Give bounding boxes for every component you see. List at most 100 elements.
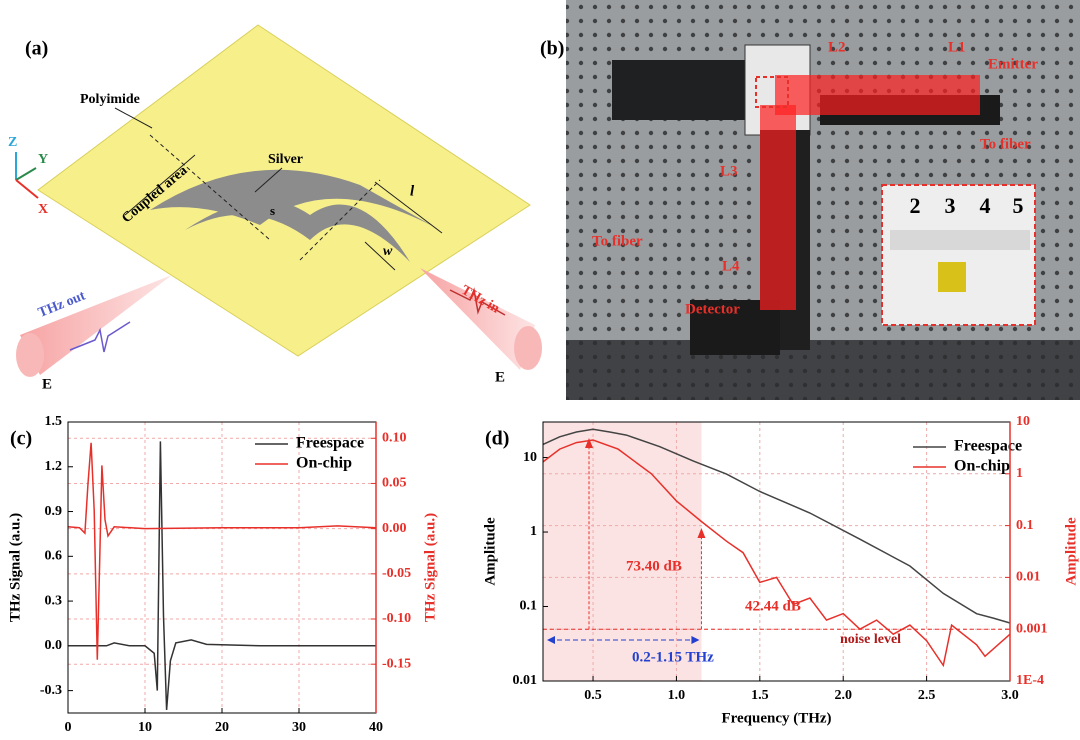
annotation: 0.2-1.15 THz [632, 649, 714, 665]
panel-b: (b) L2 L1 Emitter To fiber L3 To fiber L… [540, 0, 1080, 400]
y-tick-label: 1 [530, 524, 537, 539]
x-tick-label: 20 [215, 720, 229, 735]
cone-end [16, 333, 44, 377]
label: E [495, 369, 505, 385]
label: s [270, 203, 275, 218]
x-tick-label: 1.0 [668, 688, 686, 703]
leader [114, 107, 153, 129]
arrow-head [585, 438, 593, 448]
label: Silver [268, 152, 303, 167]
ruler-label: 3 [945, 193, 956, 218]
y-tick-label: -0.3 [40, 683, 62, 698]
y2-tick-label: -0.15 [382, 656, 411, 671]
label: L2 [828, 39, 846, 55]
dim-line [364, 241, 396, 271]
label: Polyimide [80, 92, 140, 107]
y-tick-label: 0.3 [45, 593, 63, 608]
y2-tick-label: 0.00 [382, 521, 407, 536]
y-tick-label: 1.5 [45, 414, 63, 429]
chip [938, 262, 966, 292]
dash [299, 179, 381, 261]
legend-label: On-chip [296, 455, 352, 472]
y2-tick-label: 10 [1016, 414, 1030, 429]
y2-tick-label: 0.05 [382, 476, 407, 491]
x-tick-label: 40 [369, 720, 383, 735]
shaded-range [543, 422, 702, 681]
y2-tick-label: -0.10 [382, 611, 411, 626]
ruler [890, 230, 1030, 250]
mount [612, 60, 747, 120]
ruler-label: 5 [1013, 193, 1024, 218]
y2-tick-label: 0.01 [1016, 570, 1041, 585]
x-tick-label: 10 [138, 720, 152, 735]
cone-out [20, 275, 172, 375]
photo-shadow [566, 340, 1080, 400]
legend-label: Freespace [954, 438, 1022, 455]
y-tick-label: 0.9 [45, 504, 63, 519]
beam [775, 75, 980, 115]
axis-y [15, 167, 37, 181]
y2-tick-label: 0.1 [1016, 518, 1034, 533]
panel-label: (b) [540, 38, 564, 60]
label: X [38, 202, 48, 217]
y-tick-label: 0.1 [520, 599, 538, 614]
x-axis-title: Frequency (THz) [721, 710, 831, 726]
y2-tick-label: 0.10 [382, 430, 407, 445]
y-tick-label: 0.6 [45, 549, 63, 564]
silver-lower [185, 200, 410, 262]
y-axis-title: Amplitude [482, 517, 498, 586]
annotation: 73.40 dB [626, 558, 682, 574]
beam [760, 105, 796, 310]
x-tick-label: 0.5 [584, 688, 602, 703]
panel-label: (c) [10, 428, 32, 450]
arrow-head [691, 636, 700, 644]
label: L1 [948, 39, 966, 55]
series-line [67, 442, 377, 660]
series-line [542, 428, 1011, 624]
y2-tick-label: 1 [1016, 466, 1023, 481]
annotation: 42.44 dB [745, 598, 801, 614]
x-tick-label: 2.0 [834, 688, 852, 703]
ruler-label: 4 [980, 193, 991, 218]
cone-end [514, 326, 542, 370]
pulse [69, 321, 131, 353]
y-tick-label: 1.2 [45, 459, 63, 474]
arrow-head [547, 636, 555, 644]
label: E [42, 376, 52, 392]
label: Y [38, 152, 48, 167]
x-tick-label: 3.0 [1001, 688, 1019, 703]
annotation: noise level [840, 632, 901, 647]
y2-tick-label: -0.05 [382, 566, 411, 581]
silver-upper [150, 169, 440, 230]
y2-tick-label: 0.001 [1016, 621, 1048, 636]
label: Z [8, 135, 17, 150]
y2-axis-title: Amplitude [1063, 517, 1079, 586]
y2-axis-title: THz Signal (a.u.) [422, 513, 438, 622]
axis-x [15, 179, 39, 199]
legend-label: On-chip [954, 458, 1010, 475]
leader [254, 167, 283, 193]
y-tick-label: 10 [523, 450, 537, 465]
pulse [449, 287, 506, 316]
ruler-label: 2 [910, 193, 921, 218]
dim-line [374, 181, 443, 234]
arrow-head [697, 528, 706, 538]
panel-a: (a) Polyimide Silver Coupled area s l w … [8, 24, 542, 392]
y-tick-label: 0.01 [513, 673, 538, 688]
label: w [383, 244, 393, 259]
label: L4 [722, 258, 740, 274]
chip-box [755, 76, 789, 108]
legend-label: Freespace [296, 435, 364, 452]
label: To fiber [980, 136, 1031, 152]
y-tick-label: 0.0 [45, 638, 63, 653]
series-line [542, 439, 1011, 668]
label: l [410, 183, 415, 199]
y2-tick-label: 1E-4 [1016, 673, 1044, 688]
x-tick-label: 2.5 [918, 688, 936, 703]
label: To fiber [592, 233, 643, 249]
x-tick-label: 1.5 [751, 688, 769, 703]
label: L3 [720, 163, 738, 179]
panel-label: (a) [25, 38, 48, 60]
dash [149, 134, 271, 241]
